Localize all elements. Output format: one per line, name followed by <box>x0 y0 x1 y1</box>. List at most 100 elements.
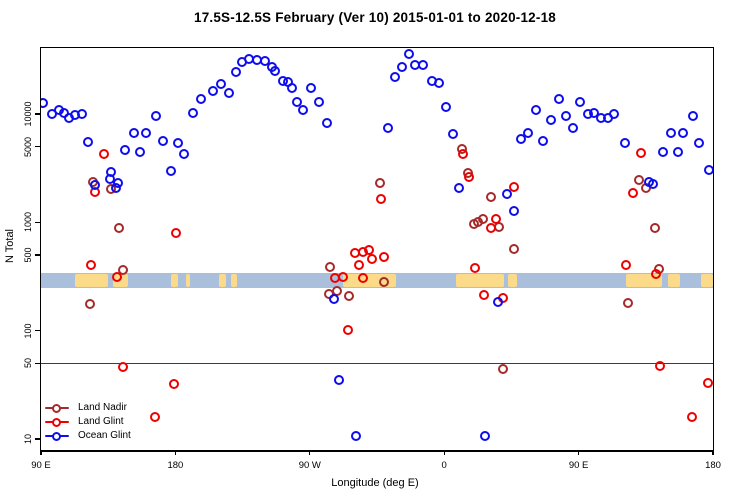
data-point-ocean-glint <box>508 205 519 216</box>
data-point-ocean-glint <box>703 164 713 175</box>
data-point-ocean-glint <box>545 114 556 125</box>
data-point-land-glint <box>357 273 368 284</box>
data-point-ocean-glint <box>417 59 428 70</box>
data-point-land-glint <box>491 214 502 225</box>
data-point-land-glint <box>702 377 713 388</box>
legend-marker <box>44 403 70 413</box>
x-axis-tick-label: 90 W <box>298 460 321 471</box>
data-point-land-nadir <box>324 261 335 272</box>
data-point-land-glint <box>627 188 638 199</box>
data-point-ocean-glint <box>120 145 131 156</box>
data-point-ocean-glint <box>396 61 407 72</box>
data-point-ocean-glint <box>328 294 339 304</box>
data-point-ocean-glint <box>314 97 325 108</box>
x-axis-tick <box>40 450 42 455</box>
data-point-ocean-glint <box>58 107 69 118</box>
data-point-ocean-glint <box>350 430 361 441</box>
data-point-land-glint <box>99 148 110 159</box>
y-axis-tick <box>35 330 40 332</box>
data-point-ocean-glint <box>41 98 48 109</box>
latitude-map-band-land <box>185 273 191 288</box>
data-point-land-glint <box>636 147 647 158</box>
legend: Land Nadir Land Glint Ocean Glint <box>44 401 131 443</box>
reference-line-50 <box>41 363 713 365</box>
x-axis-tick <box>443 450 445 455</box>
data-point-ocean-glint <box>382 122 393 133</box>
data-point-land-glint <box>112 271 122 282</box>
latitude-map-band-land <box>508 273 518 288</box>
data-point-ocean-glint <box>665 127 676 138</box>
data-point-land-glint <box>117 362 128 373</box>
data-point-land-glint <box>654 361 665 372</box>
legend-ring-icon <box>52 431 61 441</box>
data-point-ocean-glint <box>291 97 302 108</box>
data-point-land-nadir <box>379 277 390 288</box>
latitude-map-band-land <box>701 273 713 288</box>
x-axis-tick <box>578 450 580 455</box>
data-point-land-nadir <box>344 290 355 301</box>
chart-title: 17.5S-12.5S February (Ver 10) 2015-01-01… <box>193 10 556 25</box>
latitude-map-band-land <box>218 273 227 288</box>
data-point-ocean-glint <box>188 108 199 119</box>
data-point-ocean-glint <box>77 109 88 119</box>
legend-label: Land Nadir <box>78 402 127 413</box>
data-point-ocean-glint <box>453 182 464 193</box>
data-point-ocean-glint <box>501 188 512 199</box>
data-point-land-nadir <box>633 175 644 186</box>
y-axis-tick <box>35 362 40 364</box>
data-point-ocean-glint <box>215 78 226 89</box>
data-point-ocean-glint <box>687 110 698 121</box>
data-point-land-glint <box>478 290 489 301</box>
data-point-land-nadir <box>478 214 489 225</box>
plot-clip-region: Land Nadir Land Glint Ocean Glint <box>41 48 713 450</box>
x-axis-tick-label: 90 E <box>31 460 51 471</box>
data-point-ocean-glint <box>522 127 533 138</box>
data-point-ocean-glint <box>83 136 94 147</box>
y-axis-tick-label: 10000 <box>23 101 33 127</box>
data-point-land-glint <box>458 148 469 159</box>
data-point-land-glint <box>376 194 387 205</box>
latitude-map-band-land <box>230 273 237 288</box>
data-point-ocean-glint <box>224 88 234 99</box>
x-axis-tick-label: 180 <box>705 460 721 471</box>
data-point-ocean-glint <box>297 105 308 116</box>
data-point-land-nadir <box>84 299 95 310</box>
data-point-land-glint <box>149 411 160 422</box>
data-point-ocean-glint <box>140 127 151 138</box>
data-point-land-nadir <box>622 298 633 309</box>
data-point-land-glint <box>469 262 480 273</box>
data-point-ocean-glint <box>515 133 526 144</box>
data-point-ocean-glint <box>657 146 668 157</box>
data-point-ocean-glint <box>179 148 190 159</box>
data-point-land-glint <box>379 251 390 262</box>
data-point-ocean-glint <box>166 165 177 176</box>
legend-item: Ocean Glint <box>44 429 131 443</box>
data-point-ocean-glint <box>574 97 585 108</box>
data-point-ocean-glint <box>694 137 705 148</box>
data-point-ocean-glint <box>403 48 414 59</box>
data-point-ocean-glint <box>560 110 571 121</box>
data-point-ocean-glint <box>158 135 168 146</box>
y-axis-tick-label: 1000 <box>23 212 33 233</box>
data-point-ocean-glint <box>433 77 444 88</box>
data-point-ocean-glint <box>90 179 101 190</box>
y-axis-tick <box>35 146 40 148</box>
data-point-ocean-glint <box>172 137 183 148</box>
data-point-land-nadir <box>498 364 509 375</box>
data-point-ocean-glint <box>440 102 451 113</box>
y-axis-tick-label: 100 <box>23 323 33 339</box>
data-point-land-glint <box>86 259 97 270</box>
data-point-land-glint <box>169 379 180 390</box>
legend-marker <box>44 417 70 427</box>
data-point-ocean-glint <box>129 127 140 138</box>
data-point-ocean-glint <box>333 375 344 386</box>
data-point-ocean-glint <box>150 110 161 121</box>
data-point-ocean-glint <box>195 93 206 104</box>
data-point-ocean-glint <box>260 55 270 66</box>
data-point-ocean-glint <box>321 117 332 128</box>
x-axis-tick <box>309 450 311 455</box>
data-point-ocean-glint <box>448 128 458 139</box>
data-point-ocean-glint <box>389 71 400 82</box>
data-point-ocean-glint <box>567 122 578 133</box>
